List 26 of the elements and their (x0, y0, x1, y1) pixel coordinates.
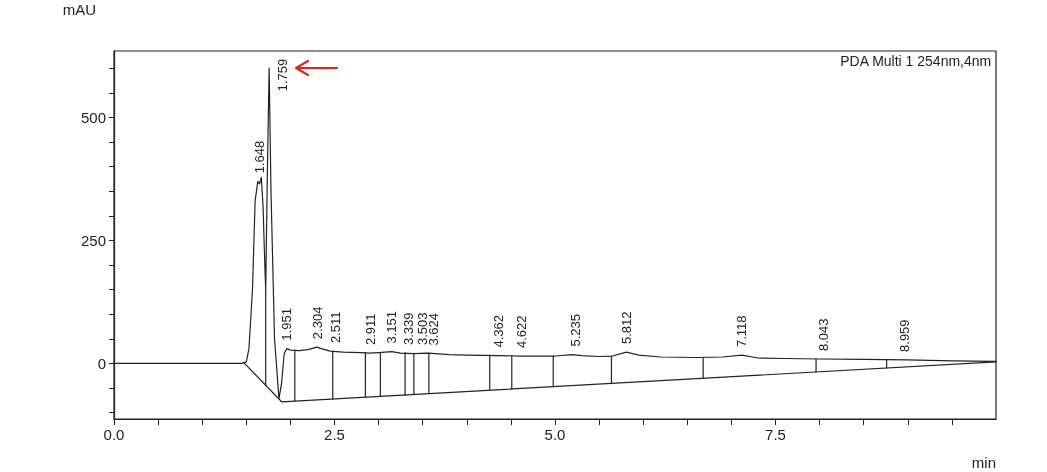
annotation: 3.339 (401, 312, 416, 346)
y-axis-title: mAU (62, 1, 96, 18)
y-tick-label: 500 (80, 108, 106, 126)
annotation: 4.362 (491, 314, 507, 348)
annotation: 8.959 (896, 319, 912, 352)
annotation: 2.911 (363, 313, 379, 346)
annotation: 3.151 (384, 311, 400, 344)
annotation: 7.118 (734, 315, 750, 348)
annotation: 4.622 (514, 315, 530, 349)
x-tick-label: 0.0 (103, 426, 125, 443)
annotation: 2.304 (309, 306, 325, 340)
annotation: 1.648 (251, 140, 267, 174)
annotation: 1.951 (278, 308, 294, 341)
x-tick-label: 2.5 (324, 426, 345, 443)
y-tick-label: 0 (97, 354, 106, 372)
x-axis-title: min (971, 454, 996, 471)
annotation: 8.043 (815, 318, 831, 351)
annotation: 2.511 (327, 311, 343, 344)
x-tick-label: 5.0 (544, 426, 566, 443)
annotation: 5.235 (568, 314, 584, 347)
annotation: 5.812 (619, 311, 635, 345)
annotation: 3.624 (426, 313, 442, 346)
annotation: 1.759 (274, 58, 290, 92)
x-tick-label: 7.5 (765, 426, 786, 443)
y-tick-label: 250 (80, 231, 106, 249)
annotation: PDA Multi 1 254nm,4nm (840, 53, 992, 69)
